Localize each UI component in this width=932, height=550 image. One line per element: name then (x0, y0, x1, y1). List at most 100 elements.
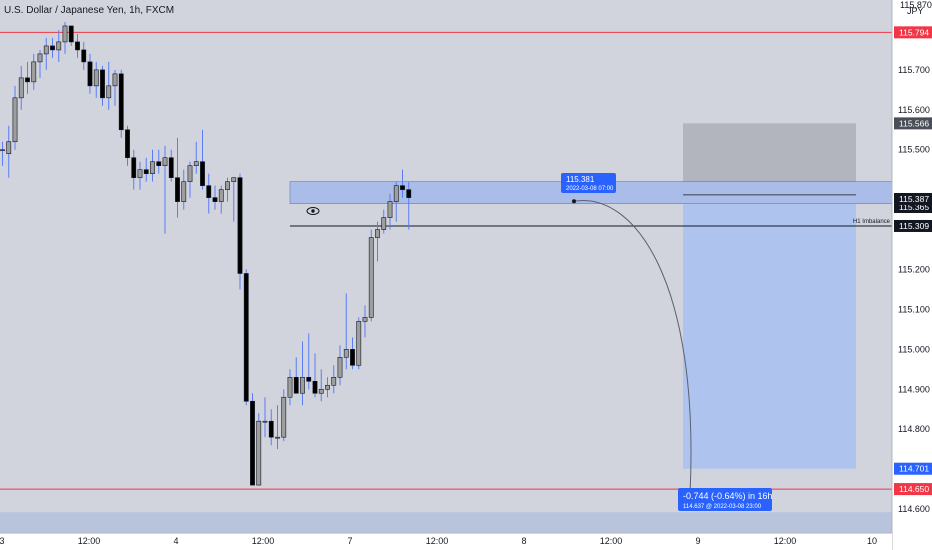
candle-body (343, 349, 349, 358)
svg-text:115.309: 115.309 (899, 221, 929, 231)
bottom-zone (0, 512, 892, 533)
currency-label: JPY (907, 6, 924, 16)
h1-imbalance-label: H1 Imbalance (853, 219, 891, 225)
x-tick-label: 12:00 (426, 536, 449, 546)
svg-text:115.566: 115.566 (899, 118, 929, 128)
price-axis[interactable] (892, 0, 932, 550)
candle-body (200, 161, 205, 186)
candle-body (112, 73, 118, 87)
candle-body (68, 25, 74, 43)
svg-text:115.381: 115.381 (566, 175, 595, 184)
candle-body (50, 45, 55, 51)
projection-curve (573, 199, 692, 495)
candle-body (381, 217, 387, 230)
candle-body (400, 185, 405, 190)
projection-start-label[interactable]: 115.381 2022-03-08 07:00 (561, 173, 616, 193)
candle-body (331, 376, 337, 386)
price-label: 115.794 (894, 26, 932, 39)
candle-body (81, 49, 87, 63)
candle-body (350, 349, 355, 366)
svg-text:2022-03-08 07:00: 2022-03-08 07:00 (566, 186, 614, 192)
candle-body (218, 189, 224, 202)
candle-body (18, 77, 24, 99)
candle-body (156, 161, 162, 166)
x-tick-label: 8 (521, 536, 526, 546)
candle-body (143, 169, 149, 174)
y-tick-label: 115.000 (898, 344, 930, 354)
candle-body (75, 41, 80, 51)
candle-body (262, 420, 268, 423)
x-ticks-group: 3 12:00 4 12:00 7 12:00 8 12:00 9 12:00 10 (0, 536, 877, 546)
candle-body (387, 201, 393, 218)
x-tick-label: 7 (347, 536, 352, 546)
candle-body (43, 45, 49, 55)
candle-body (137, 169, 143, 178)
candle-body (368, 237, 374, 318)
candle-body (318, 388, 324, 394)
projection-start-dot (572, 199, 576, 204)
x-tick-label: 12:00 (600, 536, 623, 546)
x-tick-label: 9 (695, 536, 700, 546)
x-tick-label: 3 (0, 536, 5, 546)
x-tick-label: 12:00 (774, 536, 797, 546)
candle-body (225, 181, 230, 190)
svg-text:114.650: 114.650 (899, 484, 929, 494)
candles-group (0, 21, 412, 486)
candle-body (375, 229, 380, 238)
candle-body (256, 420, 262, 486)
candle-body (300, 376, 305, 394)
candle-body (12, 97, 18, 143)
svg-text:114.637 @ 2022-03-08 23:00: 114.637 @ 2022-03-08 23:00 (683, 504, 762, 510)
candle-body (131, 157, 137, 178)
candle-body (168, 157, 174, 178)
candle-body (306, 376, 312, 382)
candle-body (56, 41, 62, 51)
x-tick-label: 4 (173, 536, 178, 546)
y-tick-label: 114.800 (898, 424, 930, 434)
y-tick-label: 114.600 (898, 504, 930, 514)
svg-text:115.387: 115.387 (899, 194, 929, 204)
price-label: 115.309 (894, 219, 932, 232)
candle-body (250, 400, 255, 486)
svg-text:115.794: 115.794 (899, 27, 929, 37)
candle-body (231, 177, 237, 182)
candle-body (37, 53, 43, 63)
candle-body (356, 321, 362, 366)
candle-body (106, 85, 112, 99)
candle-body (393, 185, 399, 202)
candle-body (100, 69, 105, 99)
y-tick-label: 115.600 (898, 105, 930, 115)
candle-body (287, 376, 293, 398)
price-label: 115.387 (894, 193, 932, 205)
y-ticks-group: 115.700 115.600 115.500 115.200 115.100 115.0… (898, 65, 930, 514)
eye-icon[interactable] (306, 207, 320, 215)
candle-body (293, 376, 299, 394)
svg-text:-0.744 (-0.64%) in 16h: -0.744 (-0.64%) in 16h (683, 491, 773, 501)
y-tick-label: 115.500 (898, 145, 930, 155)
candle-body (206, 185, 212, 198)
time-axis[interactable] (0, 533, 892, 550)
candle-body (125, 129, 130, 159)
y-tick-label: 115.200 (898, 264, 930, 274)
candle-body (118, 73, 124, 131)
target-zone (683, 194, 856, 469)
candle-body (275, 436, 280, 439)
candle-body (6, 141, 12, 155)
price-label: 115.566 (894, 117, 932, 130)
svg-text:115.365: 115.365 (899, 202, 929, 212)
candle-body (150, 161, 155, 174)
svg-text:114.701: 114.701 (899, 464, 929, 474)
candle-body (237, 177, 243, 274)
price-label: 114.650 (894, 483, 932, 496)
candle-body (212, 197, 218, 202)
candle-body (281, 396, 287, 438)
candle-body (406, 189, 412, 198)
y-tick-label: 115.100 (898, 304, 930, 314)
candle-body (25, 77, 30, 83)
projection-end-label[interactable]: -0.744 (-0.64%) in 16h 114.637 @ 2022-03… (678, 488, 773, 511)
candle-body (325, 384, 330, 390)
symbol-title: U.S. Dollar / Japanese Yen, 1h, FXCM (4, 5, 174, 16)
top-price-partial: 115.870 (900, 0, 932, 10)
